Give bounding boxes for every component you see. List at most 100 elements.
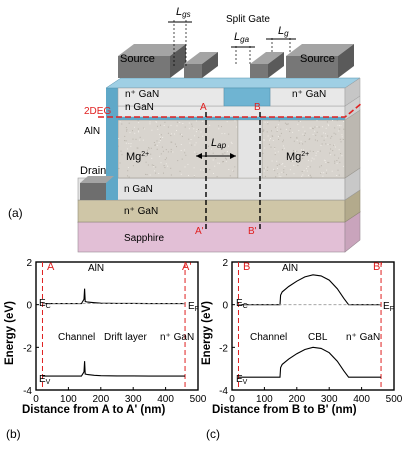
mg-speckle-dot <box>160 153 162 155</box>
panel-b-plot-frame: 0 100 200 300 400 500 -4 -2 0 2 <box>23 258 207 405</box>
mg-speckle-dot <box>285 128 287 130</box>
mg-speckle-dot <box>147 164 149 166</box>
mg-speckle-dot <box>202 169 204 171</box>
drain-top <box>80 176 114 183</box>
mg-speckle-dot <box>231 143 233 144</box>
mg-speckle-dot <box>343 120 344 122</box>
mg-speckle-dot <box>193 175 195 177</box>
source-left-label: Source <box>120 53 155 65</box>
mg-speckle-dot <box>307 159 309 161</box>
mg-speckle-dot <box>333 132 335 134</box>
split-gate-label: Split Gate <box>226 14 270 25</box>
mg-speckle-dot <box>278 175 280 177</box>
mg-speckle-dot <box>225 161 227 163</box>
mg-speckle-dot <box>206 127 208 129</box>
mg-speckle-dot <box>338 149 340 151</box>
mg-speckle-dot <box>211 148 213 150</box>
mg-speckle-dot <box>176 146 177 148</box>
panel-b-ytick-label: 0 <box>26 301 32 312</box>
panel-b-ec-label: EC <box>39 298 51 310</box>
mg-speckle-dot <box>315 155 317 157</box>
mg-speckle-dot <box>170 141 172 143</box>
mg-speckle-dot <box>302 174 304 176</box>
mg-speckle-dot <box>234 166 236 168</box>
mg-speckle-dot <box>284 165 286 167</box>
mg-speckle-dot <box>284 122 286 124</box>
mg-speckle-dot <box>160 162 162 164</box>
mg-speckle-dot <box>172 151 174 153</box>
mg-speckle-dot <box>312 133 314 135</box>
mg-speckle-dot <box>150 153 152 155</box>
panel-c-xtick-label: 300 <box>321 394 338 405</box>
mg-speckle-dot <box>325 162 327 163</box>
mg-speckle-dot <box>228 169 230 170</box>
mg-speckle-dot <box>268 143 270 145</box>
mg-speckle-dot <box>130 159 132 161</box>
mg-speckle-dot <box>128 176 130 178</box>
mg-speckle-dot <box>191 144 193 146</box>
mg-speckle-dot <box>297 123 299 125</box>
mg-speckle-dot <box>267 166 269 168</box>
mg-speckle-dot <box>139 136 141 138</box>
mg-speckle-dot <box>213 173 214 174</box>
panel-c-zone-nplus: n⁺ GaN <box>346 332 380 343</box>
mg-speckle-dot <box>133 160 135 162</box>
source-right-electrode <box>286 56 338 78</box>
mg-speckle-dot <box>267 123 269 125</box>
panel-c-xlabel: Distance from B to B' (nm) <box>212 404 357 416</box>
mg-speckle-dot <box>341 155 343 157</box>
two-deg-line <box>98 102 363 118</box>
mg-speckle-dot <box>297 165 299 166</box>
mg-speckle-dot <box>327 143 329 145</box>
mg-speckle-dot <box>325 172 327 174</box>
panel-b-label: (b) <box>6 427 21 441</box>
mg-speckle-dot <box>336 175 338 176</box>
mg-speckle-dot <box>327 161 329 163</box>
mg-speckle-dot <box>302 133 304 135</box>
mg-speckle-dot <box>137 147 139 149</box>
mg-speckle-dot <box>340 125 342 127</box>
mg-speckle-dot <box>127 154 129 156</box>
panel-c-series-e-v <box>238 346 381 378</box>
panel-b-ef-label: EF <box>188 301 199 313</box>
mg-speckle-dot <box>277 136 279 137</box>
mg-speckle-dot <box>306 170 308 172</box>
mg-speckle-dot <box>298 130 300 132</box>
panel-b-cut-left: A <box>47 261 55 273</box>
mg-speckle-dot <box>142 155 144 157</box>
mg-speckle-dot <box>121 154 123 156</box>
mg-speckle-dot <box>287 123 289 125</box>
mg-speckle-dot <box>321 143 323 145</box>
mg-speckle-dot <box>262 152 264 154</box>
panel-c-xtick-label: 100 <box>256 394 273 405</box>
mg-speckle-dot <box>145 173 147 175</box>
mg-speckle-dot <box>321 126 323 128</box>
gate-finger-left-side <box>202 52 218 78</box>
panel-c-zone-cbl: CBL <box>308 332 328 343</box>
gate-finger-right-top <box>250 52 284 64</box>
mg-speckle-dot <box>118 145 119 147</box>
mg-speckle-dot <box>236 126 237 128</box>
mg-speckle-dot <box>280 132 282 134</box>
mg-speckle-dot <box>161 146 163 148</box>
mg-speckle-dot <box>262 131 264 132</box>
mg-speckle-dot <box>272 140 274 141</box>
mg-speckle-dot <box>167 151 169 153</box>
mg-speckle-dot <box>311 127 313 129</box>
mg-speckle-dot <box>209 168 211 170</box>
mg-speckle-dot <box>181 135 183 137</box>
mg-speckle-dot <box>163 172 164 174</box>
n-plus-gan-top-right-label: n⁺ GaN <box>292 89 326 100</box>
mg-speckle-dot <box>232 169 234 171</box>
n-gan-channel-label: n GaN <box>125 102 154 113</box>
panel-a-label: (a) <box>8 206 23 220</box>
mg-speckle-dot <box>278 173 280 175</box>
mg-speckle-dot <box>298 161 300 163</box>
mg-speckle-dot <box>329 144 331 146</box>
mg-speckle-dot <box>213 143 215 145</box>
mg-speckle-dot <box>283 139 284 141</box>
mg-speckle-dot <box>132 165 134 167</box>
mg-speckle-dot <box>325 137 327 139</box>
mg-speckle-dot <box>137 128 139 130</box>
mg-speckle-dot <box>125 140 127 142</box>
